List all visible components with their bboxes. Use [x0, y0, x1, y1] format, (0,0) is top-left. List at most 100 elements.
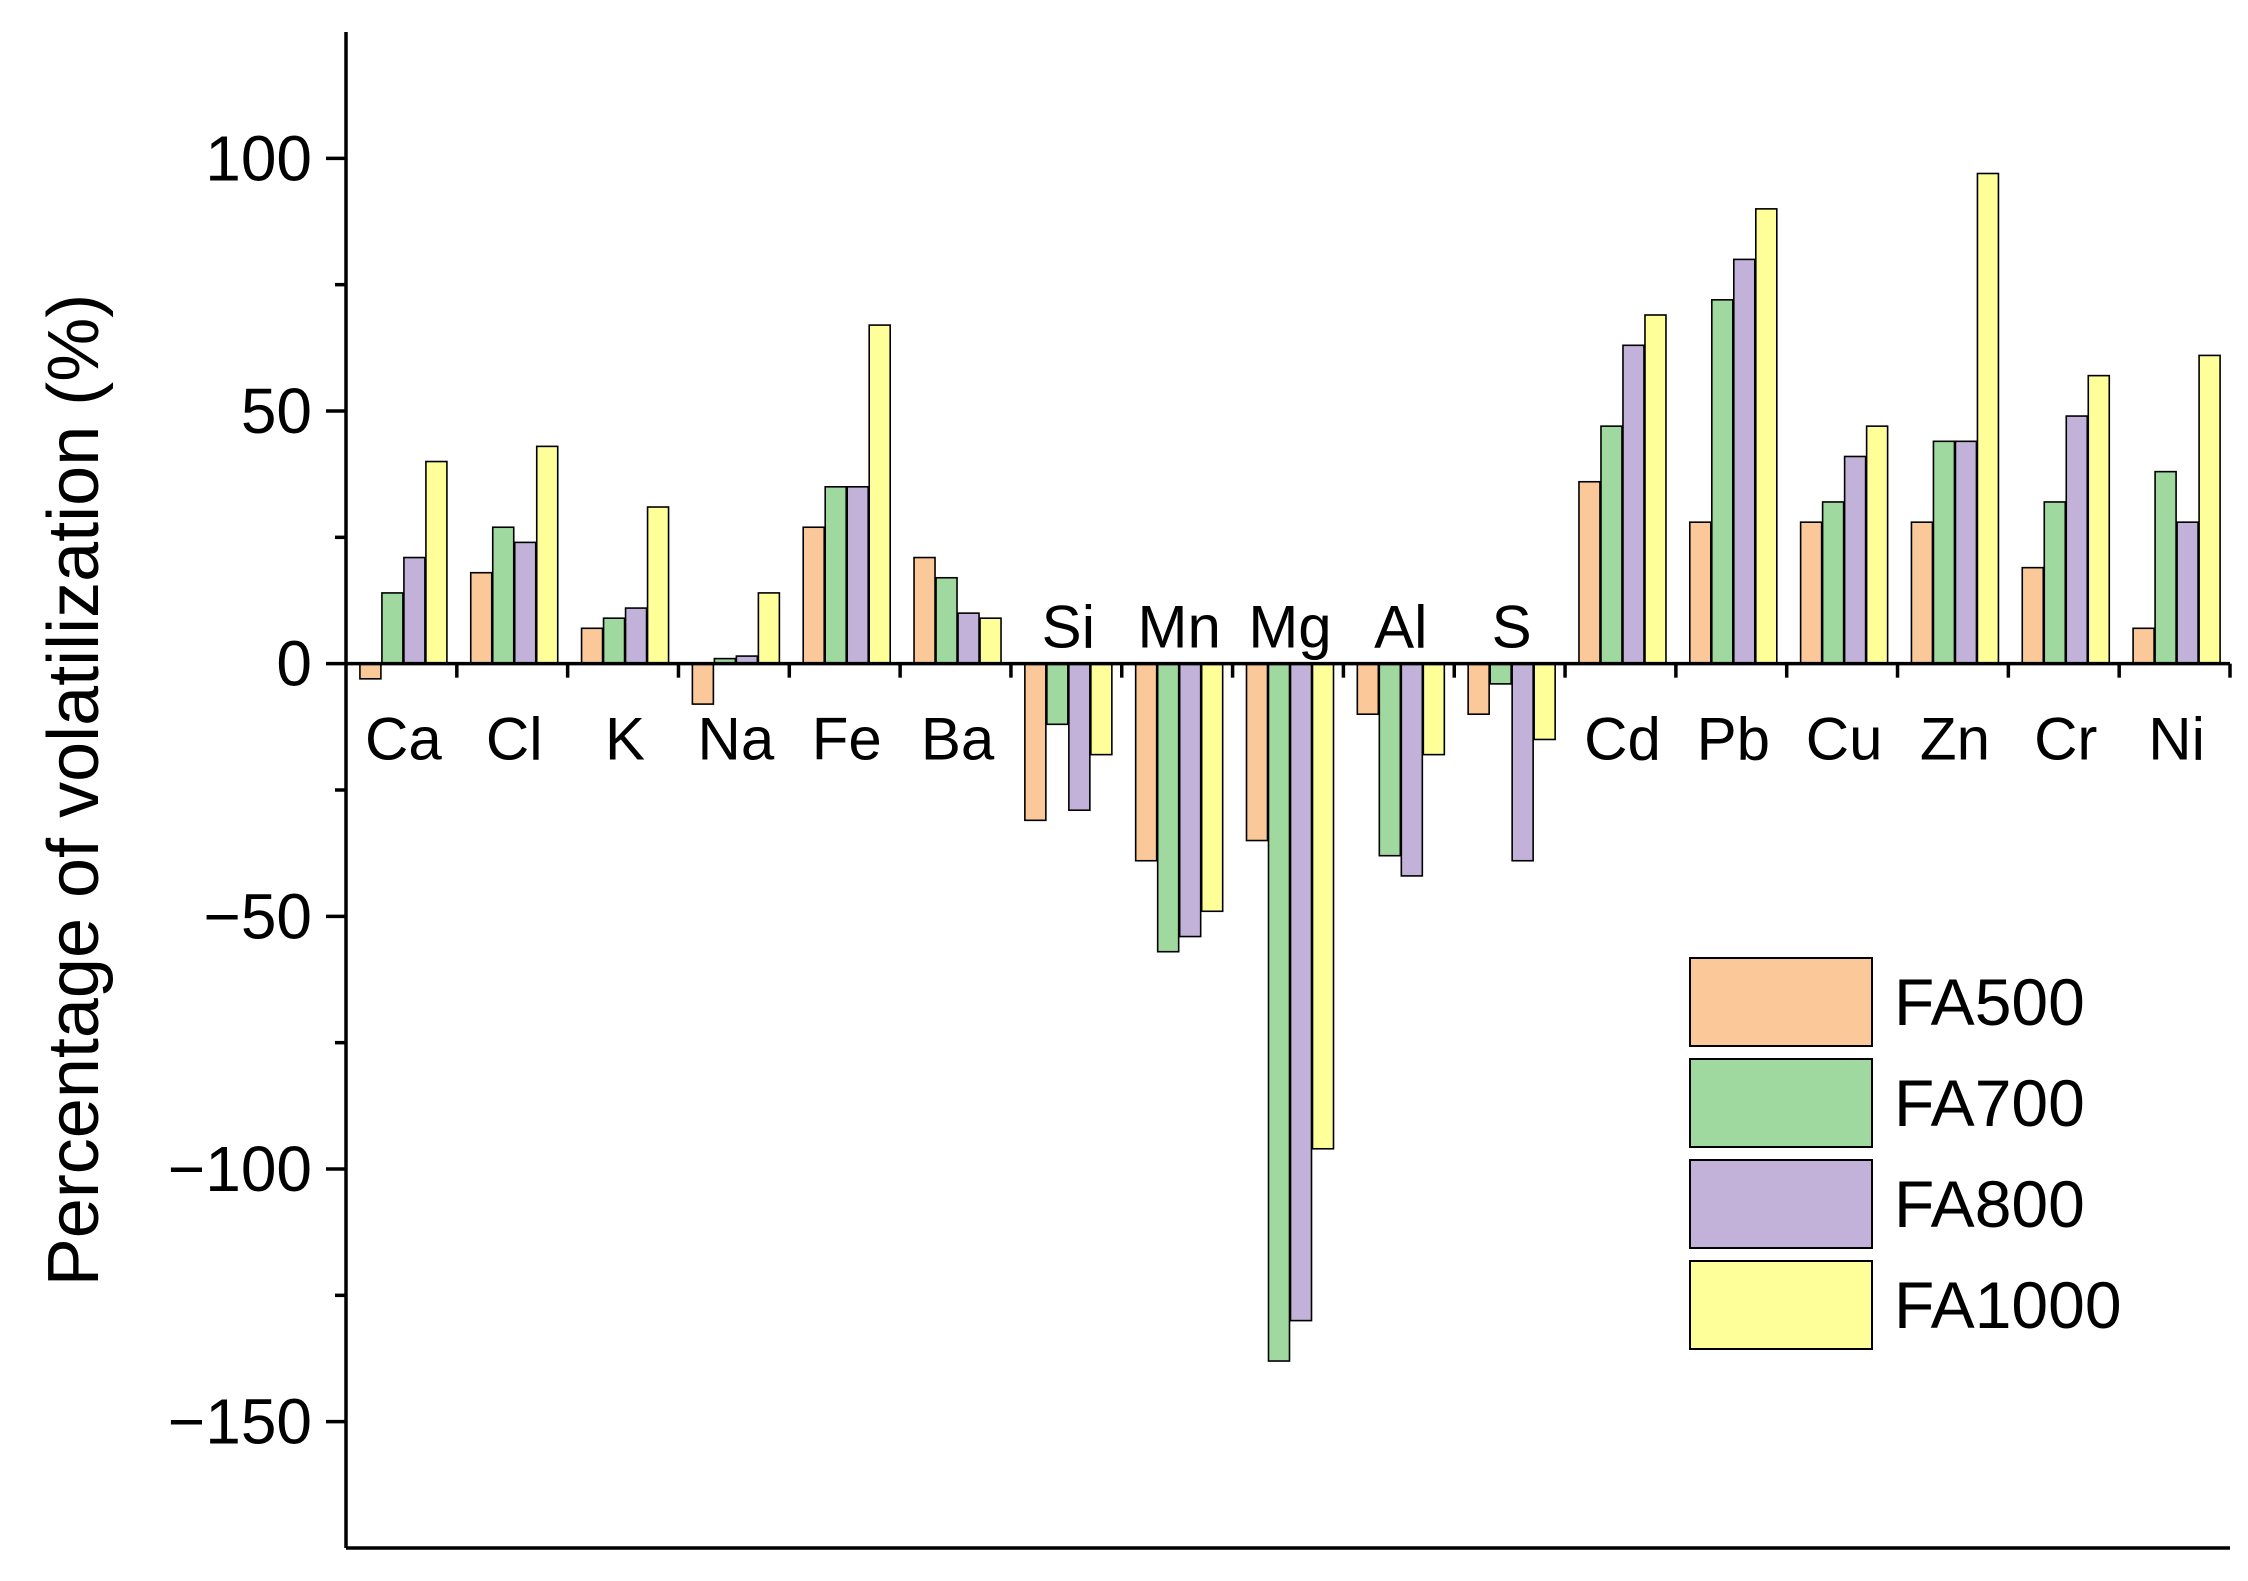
bar-pb-fa500	[1688, 521, 1712, 665]
bar-cl-fa800	[513, 541, 537, 665]
bar-fe-fa1000	[868, 324, 892, 665]
bar-fe-fa700	[824, 485, 848, 665]
bar-mn-fa500	[1134, 662, 1158, 862]
bar-mg-fa500	[1245, 662, 1269, 842]
bar-ba-fa700	[935, 576, 958, 665]
bar-cd-fa500	[1578, 480, 1601, 665]
bar-al-fa500	[1356, 662, 1380, 716]
bar-ni-fa800	[2176, 521, 2199, 665]
bar-al-fa800	[1400, 662, 1424, 877]
bar-zn-fa700	[1932, 440, 1956, 665]
bar-cl-fa500	[469, 571, 493, 665]
bar-k-fa500	[580, 627, 604, 665]
category-label-fe: Fe	[812, 706, 882, 773]
bar-ca-fa700	[381, 592, 404, 665]
legend-label-fa1000: FA1000	[1894, 1268, 2122, 1342]
bar-cu-fa500	[1799, 521, 1823, 665]
bar-s-fa700	[1489, 662, 1512, 685]
category-label-cd: Cd	[1584, 706, 1661, 773]
bar-cl-fa700	[491, 526, 515, 665]
bar-na-fa1000	[757, 592, 781, 665]
bar-k-fa1000	[646, 506, 670, 665]
y-ticks: 100 50 0 −50 −100 −150	[168, 122, 346, 1458]
category-label-ba: Ba	[921, 706, 995, 773]
category-label-al: Al	[1374, 594, 1427, 661]
bar-si-fa800	[1068, 662, 1091, 812]
y-tick-label: −50	[203, 880, 312, 952]
bar-s-fa500	[1467, 662, 1490, 716]
bar-pb-fa800	[1732, 258, 1756, 665]
bar-s-fa1000	[1533, 662, 1556, 741]
bar-cr-fa500	[2021, 566, 2045, 665]
y-tick-label: 50	[241, 375, 312, 447]
legend-label-fa800: FA800	[1894, 1167, 2085, 1241]
bar-si-fa700	[1046, 662, 1069, 726]
category-label-k: K	[605, 706, 645, 773]
legend-swatch-fa700	[1689, 1058, 1873, 1148]
bar-cr-fa700	[2043, 501, 2067, 665]
bar-zn-fa800	[1954, 440, 1978, 665]
category-label-mn: Mn	[1137, 594, 1220, 661]
bars-layer	[359, 172, 2221, 1362]
legend-swatch-fa1000	[1689, 1260, 1873, 1350]
bar-cu-fa800	[1843, 455, 1867, 665]
category-label-cl: Cl	[486, 706, 543, 773]
bar-cd-fa1000	[1644, 314, 1667, 665]
bar-al-fa700	[1378, 662, 1402, 857]
y-tick-label: −100	[168, 1133, 312, 1205]
y-tick-label: 0	[276, 628, 312, 700]
bar-ba-fa500	[913, 556, 936, 665]
bar-na-fa500	[691, 662, 715, 705]
bar-cl-fa1000	[535, 445, 559, 665]
bar-pb-fa700	[1710, 299, 1734, 665]
bar-cu-fa700	[1821, 501, 1845, 665]
category-label-si: Si	[1042, 594, 1095, 661]
category-label-ca: Ca	[365, 706, 442, 773]
bar-ca-fa500	[359, 662, 382, 680]
bar-mn-fa800	[1178, 662, 1202, 938]
bar-ba-fa800	[957, 612, 980, 665]
bar-mg-fa1000	[1311, 662, 1335, 1150]
legend-label-fa500: FA500	[1894, 965, 2085, 1039]
category-label-pb: Pb	[1697, 706, 1770, 773]
bar-ca-fa800	[403, 556, 426, 665]
category-label-cr: Cr	[2034, 706, 2097, 773]
category-label-na: Na	[698, 706, 775, 773]
bar-cd-fa700	[1600, 425, 1623, 665]
bar-pb-fa1000	[1754, 208, 1778, 665]
bar-s-fa800	[1511, 662, 1534, 862]
bar-al-fa1000	[1422, 662, 1446, 756]
bar-si-fa500	[1024, 662, 1047, 822]
bar-k-fa800	[624, 607, 648, 665]
bar-si-fa1000	[1090, 662, 1113, 756]
bar-cd-fa800	[1622, 344, 1645, 665]
y-tick-label: −150	[168, 1386, 312, 1458]
category-label-ni: Ni	[2148, 706, 2205, 773]
bar-mg-fa700	[1267, 662, 1291, 1362]
bar-mn-fa1000	[1200, 662, 1224, 913]
bar-mg-fa800	[1289, 662, 1313, 1322]
bar-cr-fa800	[2065, 415, 2089, 665]
category-label-cu: Cu	[1806, 706, 1883, 773]
bar-zn-fa1000	[1976, 172, 2000, 665]
category-label-zn: Zn	[1920, 706, 1990, 773]
category-labels: Ca Cl K Na Fe Ba Si Mn Mg Al S Cd Pb Cu Zn Cr Ni	[365, 594, 2232, 773]
legend-swatch-fa500	[1689, 957, 1873, 1047]
category-label-mg: Mg	[1248, 594, 1331, 661]
bar-cr-fa1000	[2087, 374, 2111, 665]
bar-zn-fa500	[1910, 521, 1934, 665]
bar-k-fa700	[602, 617, 626, 665]
bar-ba-fa1000	[979, 617, 1002, 665]
y-tick-label: 100	[205, 122, 312, 194]
bar-fe-fa800	[846, 485, 870, 665]
bar-ni-fa1000	[2198, 354, 2221, 665]
bar-ni-fa700	[2154, 470, 2177, 665]
category-label-s: S	[1492, 594, 1532, 661]
legend-swatch-fa800	[1689, 1159, 1873, 1249]
bar-fe-fa500	[802, 526, 826, 665]
bar-cu-fa1000	[1865, 425, 1889, 665]
bar-ca-fa1000	[425, 460, 448, 665]
legend: FA500 FA700 FA800 FA1000	[1689, 957, 2122, 1350]
bar-ni-fa500	[2132, 627, 2155, 665]
